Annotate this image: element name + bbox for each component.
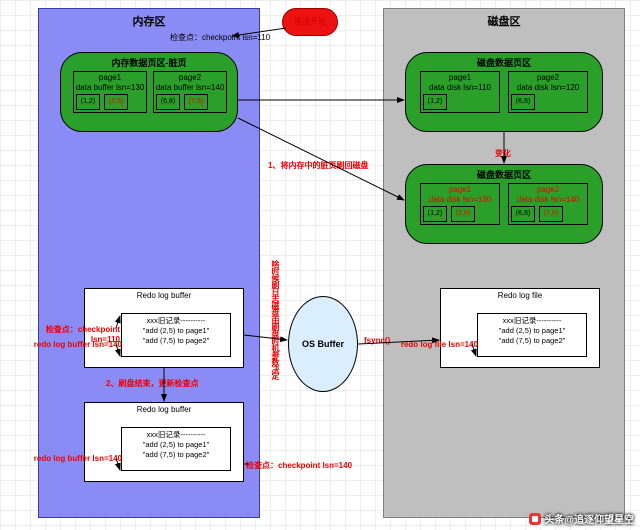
dp2-p2-lsn: data disk lsn=140 [509,195,587,205]
dp1-p2-c1: (6,8) [511,94,535,110]
p2-c2: (7,5) [184,94,208,110]
dirty-page1: page1 data buffer lsn=130 (1,2) (2,5) [73,71,147,113]
os-buffer: OS Buffer [288,296,358,392]
dp1-title: 磁盘数据页区 [406,53,602,69]
dp1-page1: page1 data disk lsn=110 (1,2) [420,71,500,113]
rb1-title: Redo log buffer [85,289,243,302]
step1-label: 1、将内存中的脏页刷回磁盘 [268,160,368,171]
dp2-p1-c1: (1,2) [423,206,447,222]
dp2-page1: page1 data disk lsn=130 (1,2) (2,5) [420,183,500,225]
dp2-p2-c2: (7,5) [539,206,563,222]
dp2-p2-c1: (6,8) [511,206,535,222]
dirty-pages-area: 内存数据页区-脏页 page1 data buffer lsn=130 (1,2… [60,52,238,132]
p1-name: page1 [74,73,146,83]
dp2-p1-c2: (2,5) [451,206,475,222]
rb1-l2: "add (2,5) to page1" [122,326,230,336]
credit-text: 头条@追逐仰望星空 [544,511,634,526]
rb2-title: Redo log buffer [85,403,243,416]
start-node: 崩溃开始 [282,8,338,36]
dirty-page2: page2 data buffer lsn=140 (6,8) (7,5) [153,71,227,113]
rf-l1: xxx旧记录---------- [478,316,586,326]
p1-c2: (2,5) [104,94,128,110]
rb1-inner: xxx旧记录---------- "add (2,5) to page1" "a… [121,313,231,357]
rb2-l3: "add (7,5) to page2" [122,450,230,460]
p1-c1: (1,2) [76,94,100,110]
memory-title: 内存区 [39,9,259,33]
disk-pages-1: 磁盘数据页区 page1 data disk lsn=110 (1,2) pag… [405,52,603,132]
redo-buffer-2: Redo log buffer xxx旧记录---------- "add (2… [84,402,244,482]
change-label: 变化 [495,148,511,159]
rb2-l2: "add (2,5) to page1" [122,440,230,450]
rf-l3: "add (7,5) to page2" [478,336,586,346]
dp2-page2: page2 data disk lsn=140 (6,8) (7,5) [508,183,588,225]
p2-c1: (6,8) [156,94,180,110]
rb1-l3: "add (7,5) to page2" [122,336,230,346]
rb2-inner: xxx旧记录---------- "add (2,5) to page1" "a… [121,427,231,471]
redo-file: Redo log file xxx旧记录---------- "add (2,5… [440,288,600,368]
p2-lsn: data buffer lsn=140 [154,83,226,93]
checkpoint-label: 检查点：checkpoint lsn=110 [170,32,270,43]
dp2-p1-lsn: data disk lsn=130 [421,195,499,205]
start-label: 崩溃开始 [294,17,326,26]
os-buffer-label: OS Buffer [302,339,344,349]
dp2-p1-name: page1 [421,185,499,195]
dp2-p2-name: page2 [509,185,587,195]
p2-name: page2 [154,73,226,83]
disk-title: 磁盘区 [384,9,624,33]
rf-title: Redo log file [441,289,599,302]
rb2-right: 检查点：checkpoint lsn=140 [246,460,352,471]
credit: 头条@追逐仰望星空 [529,511,634,526]
dp2-title: 磁盘数据页区 [406,165,602,181]
dp1-p2-lsn: data disk lsn=120 [509,83,587,93]
dp1-p1-c1: (1,2) [423,94,447,110]
rb1-l1: xxx旧记录---------- [122,316,230,326]
credit-icon [529,513,541,525]
rb1-left2: redo log buffer lsn=140 [32,340,122,349]
disk-pages-2: 磁盘数据页区 page1 data disk lsn=130 (1,2) (2,… [405,164,603,244]
vertical-note: 啥时候刷日志磁盘由刷盘时机参数决定 [270,260,281,440]
dirty-title: 内存数据页区-脏页 [61,53,237,69]
step2-label: 2、刷盘结束，更新检查点 [106,378,198,389]
dp1-p1-lsn: data disk lsn=110 [421,83,499,93]
p1-lsn: data buffer lsn=130 [74,83,146,93]
fsync-label: fsync() [364,336,390,345]
rf-inner: xxx旧记录---------- "add (2,5) to page1" "a… [477,313,587,357]
rb2-l1: xxx旧记录---------- [122,430,230,440]
rf-left: redo log file lsn=140 [396,340,478,349]
rb2-left: redo log buffer lsn=140 [32,454,122,463]
dp1-p2-name: page2 [509,73,587,83]
dp1-page2: page2 data disk lsn=120 (6,8) [508,71,588,113]
dp1-p1-name: page1 [421,73,499,83]
rf-l2: "add (2,5) to page1" [478,326,586,336]
